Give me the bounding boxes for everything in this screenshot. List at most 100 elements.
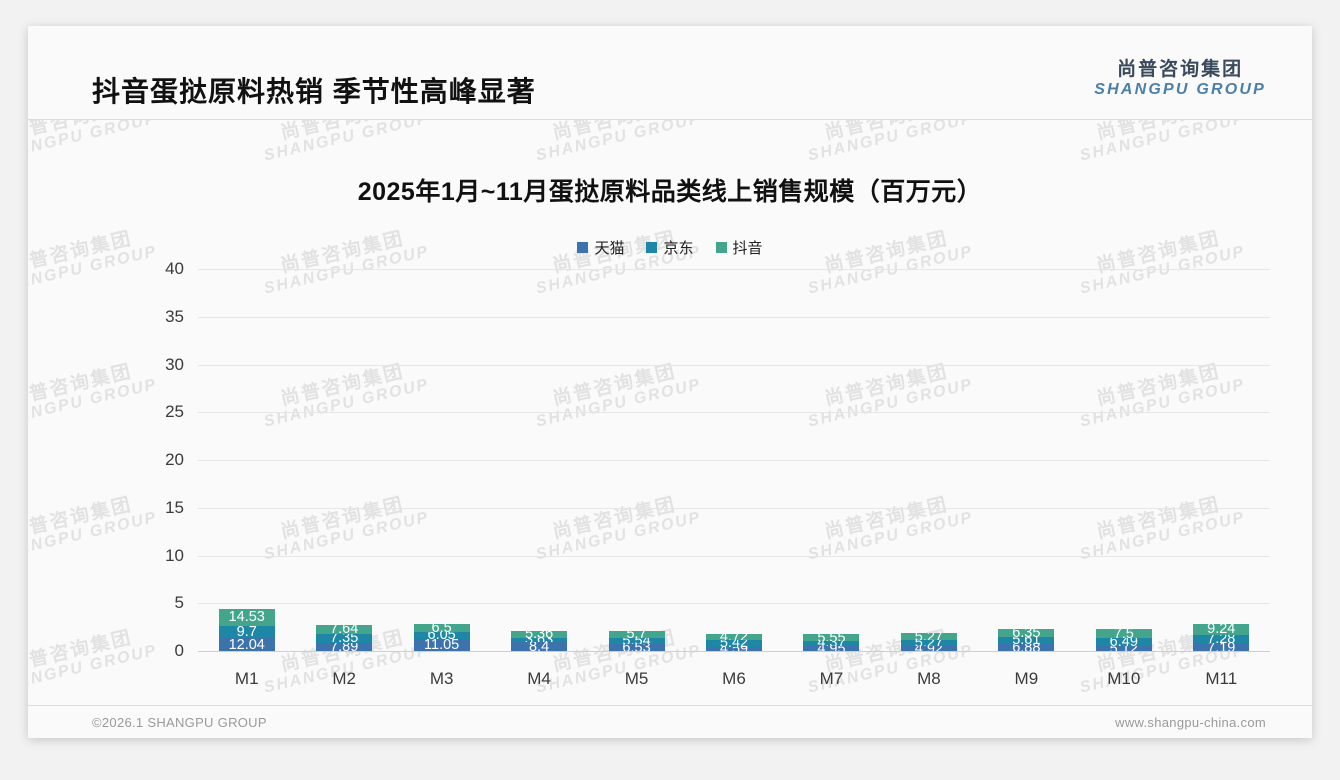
bar-segment-京东[interactable]: 5.61 [998, 637, 1055, 644]
bar-group[interactable]: 14.53 9.7 12.04 M1 [198, 270, 295, 688]
bar-segment-抖音[interactable]: 7.5 [1095, 629, 1152, 639]
bar-segment-抖音[interactable]: 5.55 [803, 634, 860, 641]
y-axis-tick-label: 40 [165, 259, 184, 278]
bar-segment-天猫[interactable]: 8.4 [511, 641, 568, 652]
bar-segment-京东[interactable]: 9.7 [218, 625, 275, 638]
legend-item-2[interactable]: 抖音 [715, 237, 763, 258]
bar-group[interactable]: 5.275.274.92M8 [880, 270, 977, 688]
bar-value-label: 6.5 [432, 624, 452, 632]
bar-segment-抖音[interactable]: 4.72 [705, 634, 762, 640]
footer-website[interactable]: www.shangpu-china.com [1115, 715, 1266, 730]
y-axis-tick-label: 15 [165, 497, 184, 517]
bar-stack: 5.275.274.92 [900, 604, 957, 652]
bar-segment-京东[interactable]: 5.54 [608, 637, 665, 645]
bar-value-label: 7.5 [1113, 629, 1134, 639]
chart-legend: 天猫 京东 抖音 [28, 237, 1312, 258]
bar-value-label: 3.63 [525, 638, 553, 642]
y-axis-tick-label: 0 [174, 641, 184, 660]
plot-region: 0 5 10 15 20 25 30 35 40 14.53 9.7 12.04 M1 7.64 7.35… [165, 259, 1270, 688]
bar-group[interactable]: 7.56.495.12 M10 [1075, 270, 1172, 688]
bar-segment-天猫[interactable]: 6.88 [998, 643, 1055, 652]
bar-value-label: 6.88 [1012, 643, 1041, 652]
bar-value-label: 6.35 [1012, 629, 1040, 637]
bar-segment-天猫[interactable]: 6.53 [608, 644, 665, 652]
bar-value-label: 9.7 [236, 625, 257, 638]
bar-segment-京东[interactable]: 7.28 [1193, 634, 1250, 644]
bar-stack: 7.64 7.35 7.89 [316, 604, 373, 652]
bar-value-label: 4.72 [720, 634, 748, 640]
bar-segment-京东[interactable]: 6.05 [413, 631, 470, 639]
legend-swatch-icon [577, 242, 589, 253]
x-axis-tick-label: M3 [429, 669, 454, 688]
bar-segment-抖音[interactable]: 14.53 [218, 608, 275, 626]
bar-value-label: 4.59 [720, 647, 748, 653]
bar-segment-抖音[interactable]: 6.35 [998, 629, 1055, 638]
bar-group[interactable]: 6.355.616.88 M9 [978, 270, 1075, 688]
bar-group[interactable]: 6.56.0511.05 M3 [393, 270, 490, 688]
legend-label: 抖音 [732, 240, 763, 257]
x-axis-tick-label: M9 [1014, 669, 1039, 688]
bar-segment-天猫[interactable]: 4.59 [705, 646, 762, 653]
chart-title: 2025年1月~11月蛋挞原料品类线上销售规模（百万元） [357, 178, 983, 206]
bar-value-label: 7.19 [1207, 643, 1236, 652]
bar-segment-抖音[interactable]: 5.27 [900, 633, 957, 640]
bar-group[interactable]: 7.64 7.35 7.89 M2 [295, 270, 392, 688]
bar-value-label: 6.53 [622, 644, 650, 652]
gridline: 10 [165, 546, 1270, 565]
bar-value-label: 6.05 [428, 632, 456, 639]
bar-segment-京东[interactable]: 4.37 [803, 640, 860, 647]
bar-segment-天猫[interactable]: 7.19 [1193, 643, 1250, 652]
x-axis-line [198, 651, 1270, 652]
bar-segment-京东[interactable]: 7.35 [316, 633, 373, 643]
slide-footer: ©2026.1 SHANGPU GROUP www.shangpu-china.… [28, 705, 1312, 738]
bar-value-label: 4.37 [817, 641, 845, 646]
y-axis-tick-label: 20 [165, 450, 184, 469]
y-axis-tick-label: 25 [165, 402, 184, 422]
bar-segment-抖音[interactable]: 5.7 [608, 630, 665, 638]
legend-swatch-icon [646, 242, 658, 253]
bar-group[interactable]: 9.24 7.28 7.19 M11 [1173, 270, 1270, 688]
x-axis-tick-label: M5 [624, 669, 649, 688]
bar-segment-天猫[interactable]: 5.12 [1095, 645, 1152, 652]
bar-segment-京东[interactable]: 5.42 [705, 640, 762, 647]
footer-copyright: ©2026.1 SHANGPU GROUP [92, 715, 267, 730]
bar-stack: 4.725.424.59 [705, 604, 762, 653]
bar-value-label: 12.04 [228, 637, 265, 652]
gridline: 20 [165, 450, 1270, 469]
x-axis-tick-label: M2 [332, 669, 356, 688]
legend-item-0[interactable]: 天猫 [577, 237, 624, 258]
bar-segment-天猫[interactable]: 12.04 [218, 637, 275, 652]
bar-segment-抖音[interactable]: 5.36 [511, 631, 568, 638]
gridline: 30 [165, 355, 1270, 374]
bar-stack: 5.363.638.4 [511, 604, 568, 652]
bar-group[interactable]: 5.75.546.53 M5 [588, 270, 685, 688]
bar-segment-天猫[interactable]: 11.05 [413, 638, 470, 652]
bar-segment-抖音[interactable]: 9.24 [1193, 623, 1250, 635]
bar-value-label: 4.92 [915, 646, 943, 652]
bar-value-label: 4.95 [817, 646, 845, 652]
bar-segment-天猫[interactable]: 4.92 [900, 646, 957, 652]
bar-group[interactable]: 4.725.424.59 M6 [685, 270, 782, 688]
bar-segment-京东[interactable]: 5.27 [900, 639, 957, 647]
bar-value-label: 7.35 [330, 633, 359, 643]
brand-logo-en: SHANGPU GROUP [1094, 80, 1266, 98]
bar-value-label: 5.42 [720, 640, 748, 647]
bar-value-label: 5.54 [622, 638, 650, 645]
bar-segment-天猫[interactable]: 4.95 [803, 646, 860, 652]
y-axis-tick-label: 10 [165, 545, 184, 565]
bar-segment-抖音[interactable]: 7.64 [316, 624, 373, 634]
bar-stack: 9.24 7.28 7.19 [1193, 604, 1250, 652]
bar-stack: 6.56.0511.05 [413, 604, 470, 652]
bar-value-label: 7.89 [330, 642, 359, 652]
slide-header: 抖音蛋挞原料热销 季节性高峰显著 尚普咨询集团 SHANGPU GROUP [28, 26, 1312, 120]
legend-swatch-icon [715, 242, 727, 253]
bar-group[interactable]: 5.363.638.4 M4 [490, 270, 587, 688]
bar-segment-抖音[interactable]: 6.5 [413, 623, 470, 632]
bar-segment-京东[interactable]: 6.49 [1095, 638, 1152, 646]
bar-segment-京东[interactable]: 3.63 [511, 637, 568, 642]
bar-stack: 14.53 9.7 12.04 [218, 604, 275, 652]
legend-item-1[interactable]: 京东 [646, 237, 694, 258]
bar-segment-天猫[interactable]: 7.89 [316, 642, 373, 652]
bar-group[interactable]: 5.554.374.95 M7 [783, 270, 880, 688]
bar-value-label: 7.28 [1207, 634, 1236, 644]
